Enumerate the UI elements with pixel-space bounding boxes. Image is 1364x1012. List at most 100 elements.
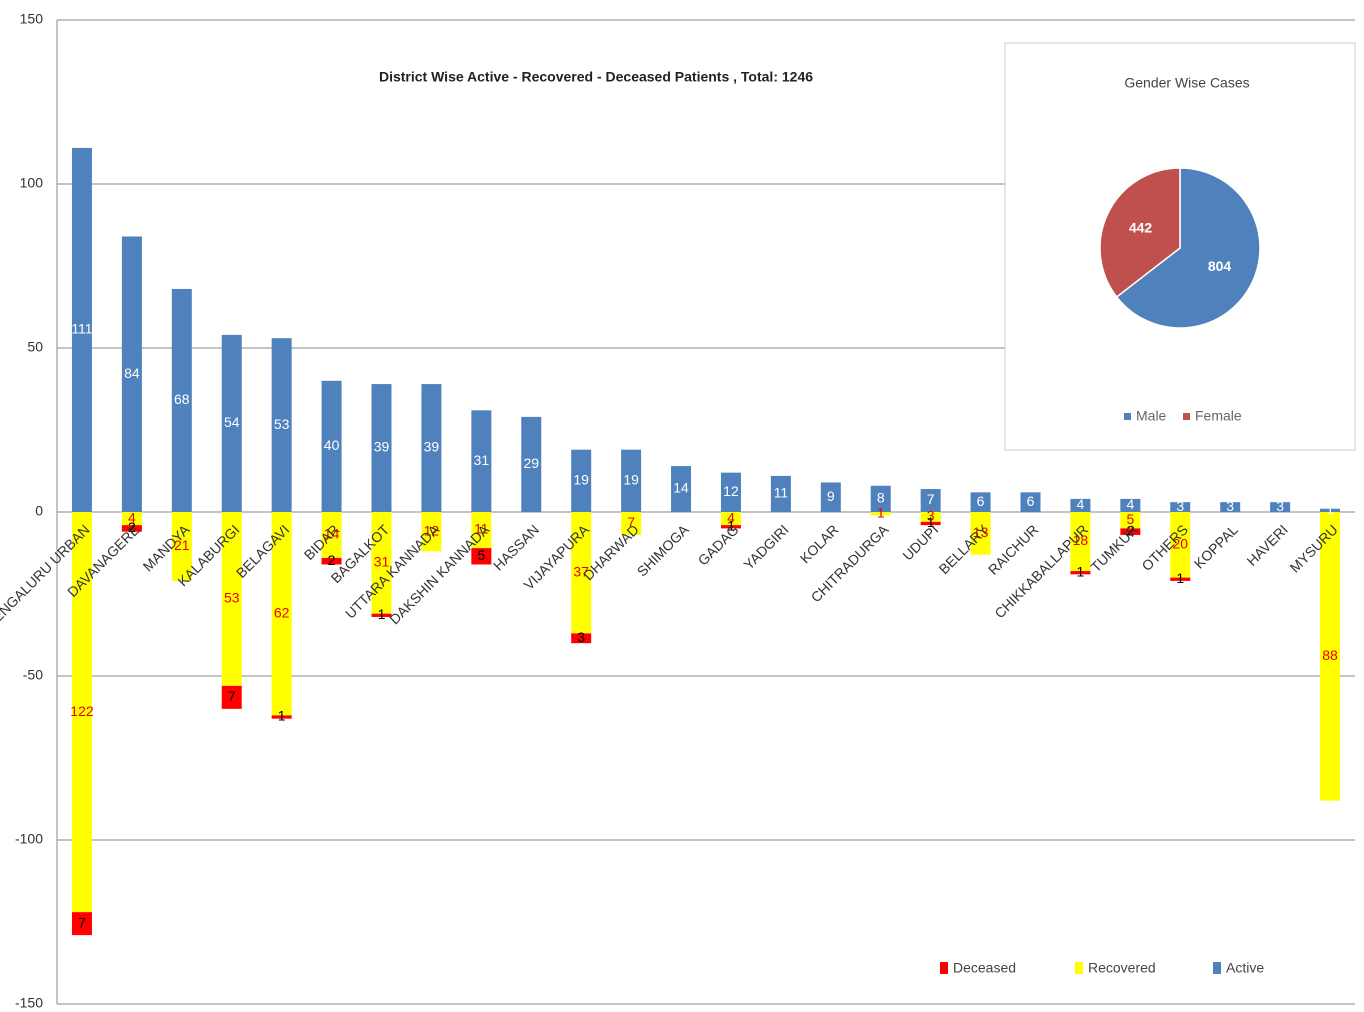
bar-segment xyxy=(321,512,342,558)
bar-segment xyxy=(221,685,242,709)
data-label: 31 xyxy=(374,554,390,570)
bar-segment xyxy=(471,512,492,549)
bar-segment xyxy=(621,512,642,535)
y-tick-label: 50 xyxy=(27,339,43,355)
data-label: 1 xyxy=(1077,563,1085,579)
data-label: 19 xyxy=(573,472,589,488)
x-tick-label: UTTARA KANNADA xyxy=(342,521,443,622)
data-label: 3 xyxy=(1176,498,1184,514)
bar-segment xyxy=(221,334,242,512)
data-label: 6 xyxy=(1027,493,1035,509)
data-label: 111 xyxy=(71,321,92,337)
legend-swatch xyxy=(1213,962,1221,974)
x-tick-label: SHIMOGA xyxy=(634,521,693,580)
data-label: 18 xyxy=(1073,532,1089,548)
data-label: 4 xyxy=(128,509,136,525)
bar-segment xyxy=(1020,492,1041,512)
data-label: 5 xyxy=(1126,511,1134,527)
legend-label: Female xyxy=(1195,408,1242,424)
bar-segment xyxy=(1170,512,1191,578)
legend-label: Recovered xyxy=(1088,960,1156,976)
data-label: 7 xyxy=(627,514,635,530)
x-tick-label: UDUPI xyxy=(899,521,941,563)
bar-segment xyxy=(720,512,741,526)
bar-segment xyxy=(371,512,392,614)
bar-segment xyxy=(770,475,791,512)
bar-segment xyxy=(720,472,741,512)
bar-segment xyxy=(71,147,92,513)
bar-segment xyxy=(720,525,741,529)
data-label: 3 xyxy=(577,629,585,645)
bar-segment xyxy=(421,512,442,552)
y-tick-label: 0 xyxy=(35,503,43,519)
data-label: 20 xyxy=(1172,536,1188,552)
bar-segment xyxy=(1120,512,1141,529)
data-label: 4 xyxy=(727,509,735,525)
x-tick-label: YADGIRI xyxy=(740,521,791,572)
legend-label: Active xyxy=(1226,960,1264,976)
data-label: 122 xyxy=(70,703,94,719)
data-label: 37 xyxy=(573,563,589,579)
data-label: 9 xyxy=(827,488,835,504)
data-label: 7 xyxy=(228,688,236,704)
data-label: 11 xyxy=(774,485,789,501)
data-label: 1 xyxy=(278,708,286,724)
data-label: 29 xyxy=(523,455,539,471)
bar-segment xyxy=(471,410,492,512)
x-tick-label: KOLAR xyxy=(797,521,842,566)
data-label: 14 xyxy=(324,526,340,542)
pie-slice xyxy=(1099,167,1181,298)
x-tick-label: GADAG xyxy=(695,521,742,568)
bar-segment xyxy=(271,512,292,716)
data-label: 39 xyxy=(374,439,390,455)
bar-segment xyxy=(371,384,392,512)
bar-segment xyxy=(421,384,442,512)
x-tick-label: HASSAN xyxy=(490,521,542,573)
legend-label: Deceased xyxy=(953,960,1016,976)
data-label: 13 xyxy=(973,524,989,540)
data-label: 4 xyxy=(1126,496,1134,512)
data-label: 84 xyxy=(124,365,140,381)
chart-title: District Wise Active - Recovered - Decea… xyxy=(379,69,813,85)
data-label: 3 xyxy=(1226,498,1234,514)
data-label: 88 xyxy=(1322,647,1338,663)
bar-segment xyxy=(271,715,292,719)
legend-swatch xyxy=(940,962,948,974)
x-tick-label: TUMKUR xyxy=(1087,521,1141,575)
bar-segment xyxy=(1070,498,1091,512)
bar-segment xyxy=(820,482,841,512)
bar-segment xyxy=(970,492,991,512)
data-label: 1 xyxy=(877,504,885,520)
data-label: 1 xyxy=(1326,501,1334,517)
data-label: 19 xyxy=(623,472,639,488)
data-label: 7 xyxy=(78,914,86,930)
bar-segment xyxy=(1320,512,1341,801)
data-label: 1 xyxy=(1176,570,1184,586)
data-label: 53 xyxy=(224,590,240,606)
data-label: 7 xyxy=(927,491,935,507)
data-label: 53 xyxy=(274,416,290,432)
y-tick-label: 100 xyxy=(20,175,44,191)
bar-segment xyxy=(321,557,342,565)
legend-swatch xyxy=(1183,413,1190,420)
bar-segment xyxy=(1070,512,1091,572)
bar-segment xyxy=(371,613,392,617)
pie-title: Gender Wise Cases xyxy=(1124,75,1249,91)
bar-segment xyxy=(121,512,142,526)
data-label: 54 xyxy=(224,414,240,430)
data-label: 1 xyxy=(927,514,935,530)
data-label: 3 xyxy=(927,508,935,524)
bar-segment xyxy=(1220,502,1241,512)
data-label: 12 xyxy=(723,483,739,499)
data-label: 5 xyxy=(477,547,485,563)
bar-segment xyxy=(71,512,92,913)
bar-segment xyxy=(571,633,592,644)
x-tick-label: HAVERI xyxy=(1243,521,1290,568)
bar-segment xyxy=(121,236,142,513)
bar-segment xyxy=(920,489,941,512)
bar-segment xyxy=(1120,498,1141,512)
bar-segment xyxy=(571,449,592,512)
data-label: 1 xyxy=(378,606,386,622)
data-label: 6 xyxy=(977,493,985,509)
legend-label: Male xyxy=(1136,408,1167,424)
